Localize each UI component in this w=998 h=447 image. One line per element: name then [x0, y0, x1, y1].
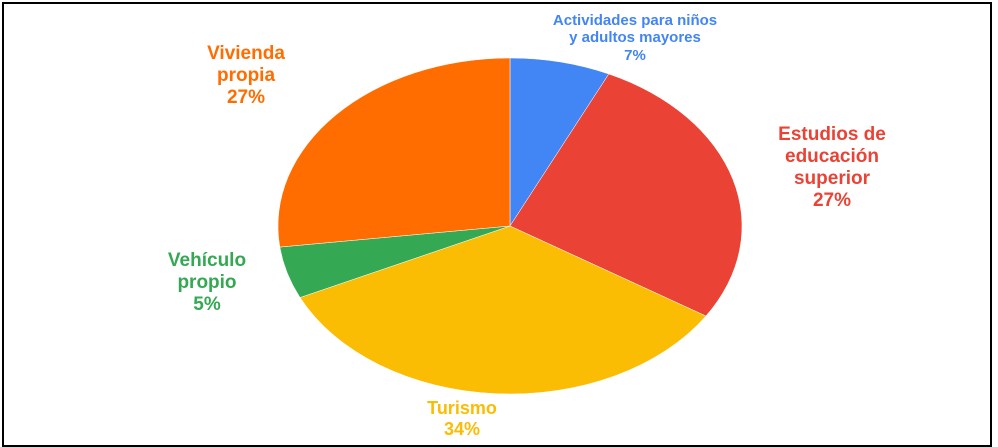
pie-slice [299, 225, 707, 395]
category-label: Turismo [427, 398, 497, 418]
value-label: 7% [624, 46, 646, 64]
value-label: 5% [193, 293, 221, 315]
slice-label: Actividades para niños y adultos mayores… [553, 12, 718, 64]
category-label: Vivienda propia [207, 43, 285, 86]
slice-label: Vivienda propia 27% [191, 43, 301, 109]
pie-slice [509, 57, 610, 227]
category-label: Actividades para niños y adultos mayores [552, 12, 718, 47]
slice-label: Vehículo propio 5% [152, 250, 262, 316]
value-label: 27% [226, 86, 266, 108]
category-label: Vehículo propio [167, 250, 247, 293]
pie-slice [509, 73, 743, 317]
slice-label: Turismo 34% [362, 398, 562, 439]
value-label: 34% [443, 418, 481, 439]
pie-slice [277, 57, 511, 248]
slice-label: Estudios de educación superior 27% [757, 124, 907, 211]
category-label: Estudios de educación superior [778, 124, 886, 189]
value-label: 27% [812, 189, 852, 211]
